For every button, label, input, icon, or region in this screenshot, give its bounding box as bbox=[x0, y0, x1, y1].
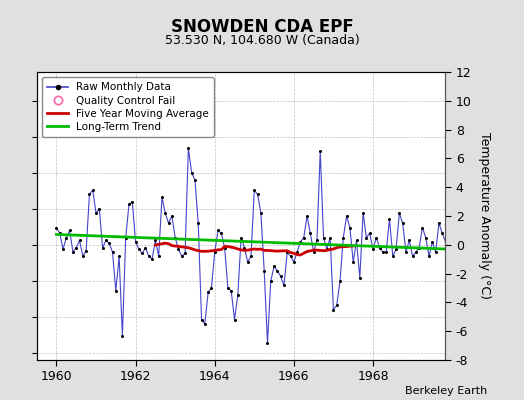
Text: SNOWDEN CDA EPF: SNOWDEN CDA EPF bbox=[171, 18, 353, 36]
Y-axis label: Temperature Anomaly (°C): Temperature Anomaly (°C) bbox=[478, 132, 491, 300]
Text: Berkeley Earth: Berkeley Earth bbox=[405, 386, 487, 396]
Text: 53.530 N, 104.680 W (Canada): 53.530 N, 104.680 W (Canada) bbox=[165, 34, 359, 47]
Legend: Raw Monthly Data, Quality Control Fail, Five Year Moving Average, Long-Term Tren: Raw Monthly Data, Quality Control Fail, … bbox=[42, 77, 214, 137]
